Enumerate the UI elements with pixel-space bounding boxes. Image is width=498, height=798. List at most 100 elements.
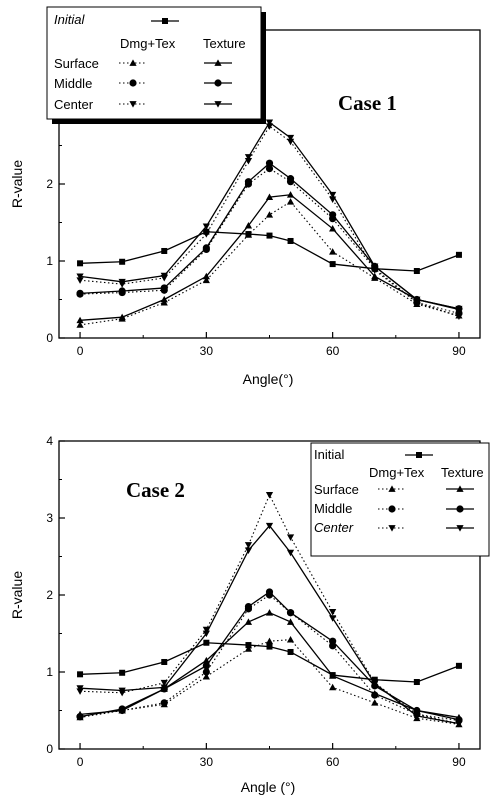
data-point [202,626,210,634]
data-point [329,191,337,199]
legend-marker [129,79,137,87]
data-point [118,687,126,695]
data-point [286,191,295,198]
legend-marker [388,505,396,513]
data-point [371,689,379,697]
data-point [244,221,253,229]
data-point [118,287,126,295]
data-point [203,639,210,646]
y-axis-label: R-value [9,160,25,208]
legend-row-center: Center [54,97,94,112]
data-point [286,175,295,183]
data-point [118,313,126,321]
data-point [202,668,210,676]
data-point [160,284,168,292]
x-tick-label: 90 [452,755,466,769]
data-point [76,713,84,721]
legend-header-texture: Texture [441,465,484,480]
x-tick-label: 0 [77,344,84,358]
data-point [265,609,274,616]
data-point [161,247,168,254]
data-point [265,522,274,530]
data-point [329,225,337,232]
y-tick-label: 1 [46,665,53,679]
data-point [455,720,463,728]
chart-title: Case 1 [338,91,397,115]
legend-marker [162,18,168,24]
legend-marker [456,525,464,532]
data-point [76,321,84,328]
data-point [76,273,84,280]
data-point [329,211,337,219]
data-point [266,643,273,650]
data-point [244,542,253,549]
data-point [265,193,274,200]
data-point [202,244,210,252]
x-tick-label: 60 [326,755,340,769]
data-point [329,672,337,679]
legend-marker [214,101,222,108]
x-tick-label: 0 [77,755,84,769]
data-point [413,713,421,720]
data-point [265,165,274,173]
data-point [286,636,295,643]
data-point [202,231,210,238]
data-point [371,272,379,280]
y-tick-label: 2 [46,588,53,602]
y-tick-label: 4 [46,434,53,448]
legend-marker [416,452,422,458]
legend-initial-label: Initial [54,12,85,27]
data-point [413,268,420,275]
legend-header-dmg-tex: Dmg+Tex [120,36,176,51]
data-point [455,313,463,321]
legend-initial-label: Initial [314,447,344,462]
legend-row-surface: Surface [54,56,99,71]
chart-plot-area [76,119,463,328]
data-point [76,316,84,324]
data-point [244,231,253,238]
data-point [287,648,294,655]
data-point [76,289,84,297]
data-point [413,296,421,304]
y-tick-label: 0 [46,331,53,345]
data-point [266,232,273,239]
data-point [202,673,210,680]
data-point [286,549,295,557]
data-point [329,609,337,616]
data-point [371,680,379,688]
data-point [265,588,274,596]
data-point [413,679,420,686]
legend-marker [214,59,222,66]
data-point [202,656,210,664]
data-point [160,684,168,691]
data-point [244,178,253,186]
data-point [286,609,295,617]
legend-marker [388,525,396,532]
axis-ticks: 0 30 60 90 0 1 2 3 4 [46,434,466,769]
legend-marker [456,505,464,513]
legend-row-surface: Surface [314,482,359,497]
data-point [265,119,274,126]
data-point [286,198,295,205]
data-point [244,547,253,554]
legend-marker [214,79,222,87]
data-point [286,134,295,142]
data-point [455,251,462,258]
y-tick-label: 2 [46,177,53,191]
y-tick-label: 0 [46,742,53,756]
data-point [329,248,337,255]
data-point [118,705,126,713]
x-tick-label: 30 [200,755,214,769]
data-point [413,706,421,715]
data-point [161,658,168,665]
data-point [202,272,210,280]
legend-marker [129,59,137,66]
data-point [202,630,210,638]
x-axis-label: Angle (°) [241,779,296,795]
legend-marker [456,485,464,492]
legend-row-middle: Middle [314,501,352,516]
chart-case-2: 0 30 60 90 0 1 2 3 4 R-value Angle (°) Case 2 In… [9,434,490,795]
data-point [118,278,126,286]
x-axis-label: Angle(°) [243,371,294,387]
